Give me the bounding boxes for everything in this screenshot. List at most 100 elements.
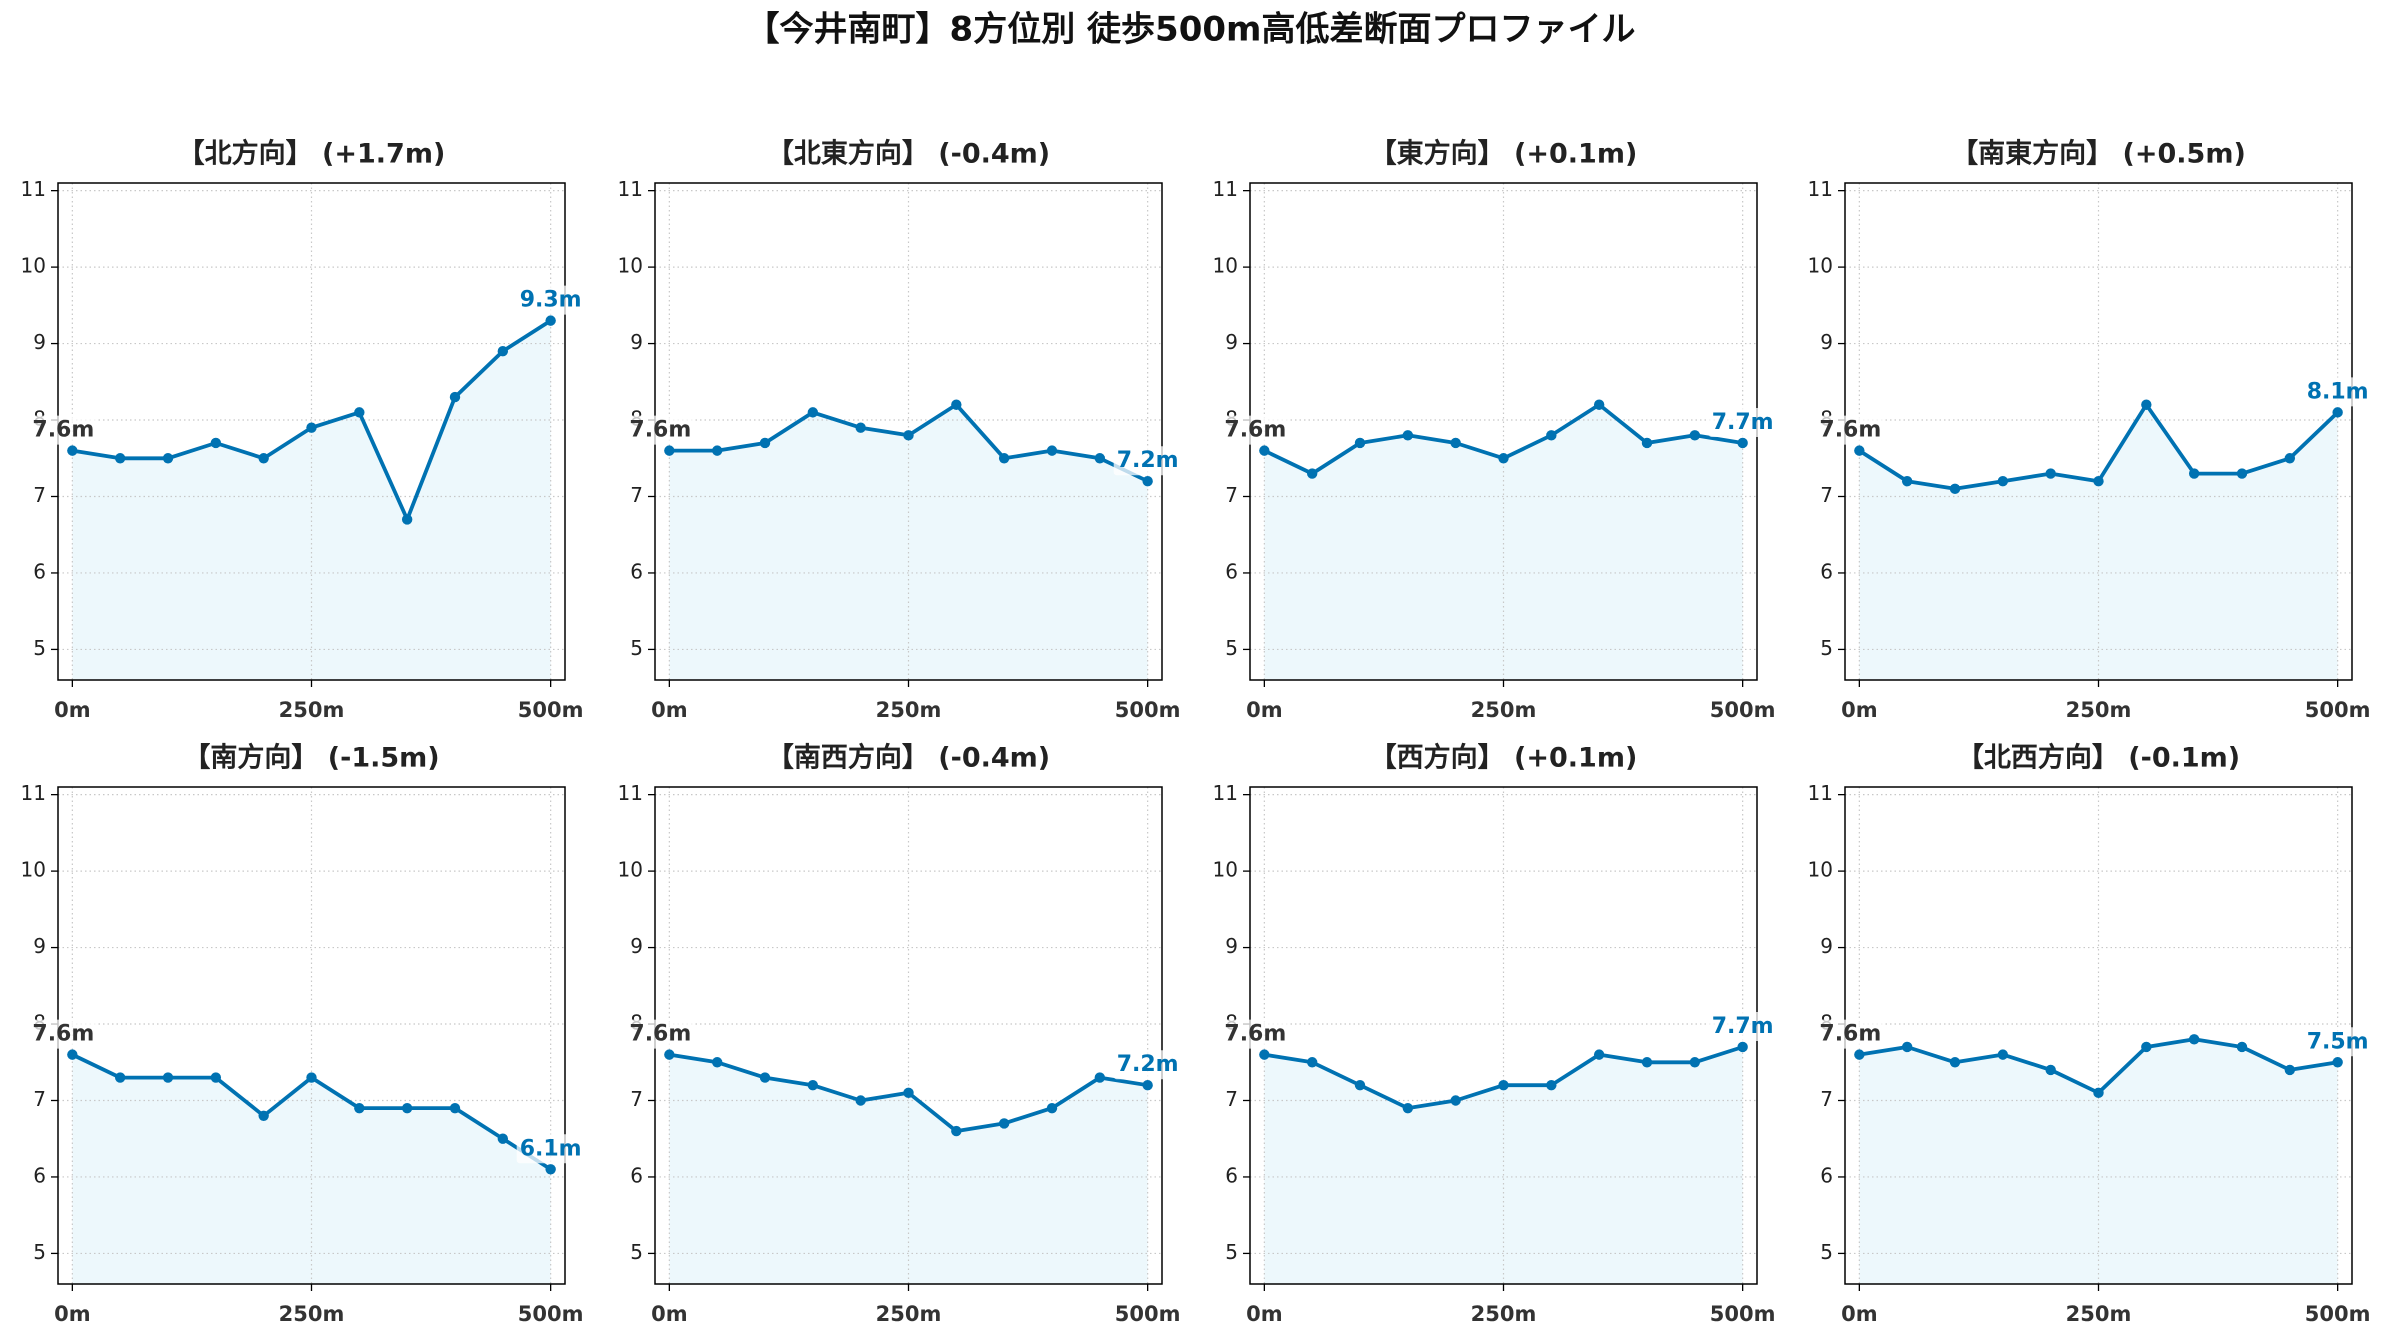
area-fill [669,404,1148,680]
y-tick-label: 7 [630,483,643,507]
y-tick-label: 6 [630,559,643,583]
x-tick-label: 0m [54,698,91,722]
data-point [1949,483,1961,495]
data-point [998,453,1010,464]
data-point [1354,437,1366,449]
data-point [114,1072,126,1083]
data-point [67,1049,78,1060]
y-tick-label: 7 [630,1087,643,1111]
data-point [162,1072,174,1083]
data-point [1259,1049,1270,1060]
data-point [1737,437,1748,449]
data-point [1259,445,1270,456]
data-point [1689,1057,1701,1068]
y-tick-label: 9 [1820,330,1833,354]
data-point [2141,1041,2152,1053]
start-label-background [1816,415,1885,445]
data-point [2284,1064,2296,1076]
figure-title: 【今井南町】8方位別 徒歩500m高低差断面プロファイル [746,10,1636,50]
subplot-west: 【西方向】 (+0.1m)5678910110m250m500m7.6m7.7m [1213,742,1777,1326]
data-point [1854,445,1865,456]
data-point [951,399,962,410]
subplot-title: 【南東方向】 (+0.5m) [1951,138,2246,170]
y-tick-label: 6 [33,559,46,583]
y-tick-label: 5 [630,636,643,660]
subplot-northeast: 【北東方向】 (-0.4m)5678910110m250m500m7.6m7.2… [618,138,1182,722]
data-point [711,1057,723,1068]
data-point [2332,407,2343,418]
data-point [951,1125,962,1137]
end-elevation-label: 8.1m [2307,379,2369,404]
end-label-background [2303,377,2372,407]
y-tick-label: 7 [1225,1087,1238,1111]
start-label-background [29,1019,98,1049]
data-point [1641,1057,1653,1068]
end-elevation-label: 7.5m [2307,1029,2369,1054]
data-point [401,514,413,525]
end-label-background [1113,1050,1182,1080]
data-point [2236,468,2248,479]
data-point [1997,1049,2009,1060]
y-tick-label: 7 [1820,483,1833,507]
y-tick-label: 11 [1808,177,1833,201]
data-point [903,430,914,441]
end-label-background [1708,407,1777,437]
y-tick-label: 10 [21,254,46,278]
x-tick-label: 250m [876,1302,942,1326]
area-fill [72,1054,551,1284]
y-tick-label: 10 [1808,858,1833,882]
data-point [2188,1034,2200,1045]
x-tick-label: 500m [1710,1302,1776,1326]
x-tick-label: 0m [1246,698,1283,722]
start-label-background [1221,415,1290,445]
y-tick-label: 6 [33,1163,46,1187]
y-tick-label: 9 [1820,934,1833,958]
end-elevation-label: 7.7m [1712,410,1774,435]
start-elevation-label: 7.6m [629,1022,691,1047]
subplot-title: 【東方向】 (+0.1m) [1370,138,1638,170]
y-tick-label: 9 [1225,330,1238,354]
data-point [664,1049,675,1060]
start-elevation-label: 7.6m [32,418,94,443]
x-tick-label: 500m [1115,1302,1181,1326]
start-label-background [29,415,98,445]
data-point [1737,1041,1748,1053]
x-tick-label: 500m [518,698,584,722]
data-point [759,437,771,449]
data-point [114,453,126,464]
data-point [1142,476,1153,487]
start-elevation-label: 7.6m [1224,1022,1286,1047]
y-tick-label: 5 [1225,636,1238,660]
data-point [2284,453,2296,464]
y-tick-label: 9 [33,330,46,354]
data-point [1306,468,1318,479]
y-tick-label: 9 [33,934,46,958]
data-point [2332,1057,2343,1068]
data-point [807,1080,819,1091]
start-label-background [626,1019,695,1049]
data-point [1402,1102,1414,1114]
data-point [1046,1102,1058,1114]
end-label-background [516,1134,585,1164]
data-point [2188,468,2200,479]
end-elevation-label: 7.7m [1712,1014,1774,1039]
y-tick-label: 5 [1820,1240,1833,1264]
data-point [1450,1095,1461,1106]
y-tick-label: 10 [618,254,643,278]
subplot-title: 【西方向】 (+0.1m) [1370,742,1638,774]
data-point [1306,1057,1318,1068]
end-label-background [516,285,585,315]
y-tick-label: 7 [1820,1087,1833,1111]
area-fill [72,320,551,680]
data-point [1593,399,1605,410]
data-point [2093,1087,2104,1099]
data-point [664,445,675,456]
data-point [210,1072,222,1083]
end-label-background [1708,1011,1777,1041]
data-point [401,1102,413,1114]
y-tick-label: 11 [21,177,46,201]
data-point [1354,1080,1366,1091]
y-tick-label: 6 [1820,1163,1833,1187]
y-tick-label: 11 [1213,781,1238,805]
y-tick-label: 7 [33,1087,46,1111]
